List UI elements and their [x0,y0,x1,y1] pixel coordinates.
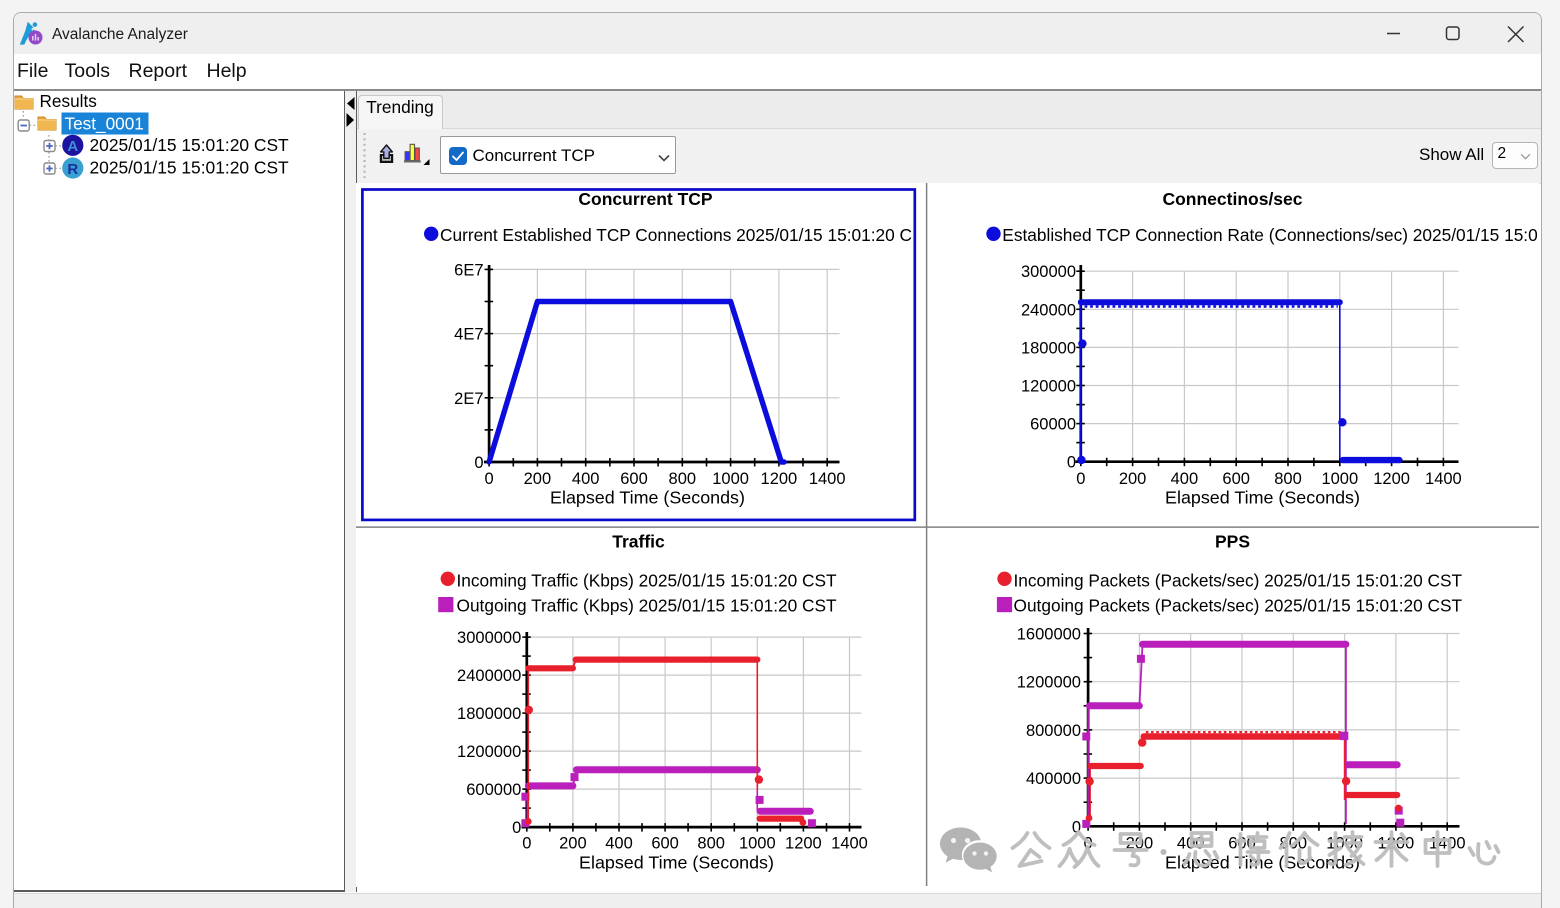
svg-text:600: 600 [1222,470,1250,488]
svg-text:Results: Results [40,91,97,111]
svg-text:Outgoing Packets (Packets/sec): Outgoing Packets (Packets/sec) 2025/01/1… [1013,596,1462,616]
svg-text:1200: 1200 [760,470,797,488]
svg-text:800: 800 [1274,470,1302,488]
svg-text:2025/01/15 15:01:20 CST: 2025/01/15 15:01:20 CST [90,135,290,155]
svg-text:400: 400 [605,835,633,853]
svg-text:6E7: 6E7 [454,261,483,279]
svg-text:Elapsed Time (Seconds): Elapsed Time (Seconds) [550,488,745,508]
svg-text:Test_0001: Test_0001 [65,114,144,134]
svg-text:200: 200 [523,470,551,488]
svg-text:600000: 600000 [466,781,521,799]
svg-text:200: 200 [1118,470,1146,488]
svg-text:1200: 1200 [785,835,822,853]
svg-text:Elapsed Time (Seconds): Elapsed Time (Seconds) [579,853,774,873]
svg-text:1600000: 1600000 [1016,626,1080,644]
svg-text:0: 0 [1076,470,1085,488]
svg-text:120000: 120000 [1020,378,1075,396]
svg-text:1000: 1000 [1321,470,1358,488]
svg-text:2400000: 2400000 [457,667,521,685]
svg-text:1000: 1000 [738,835,775,853]
svg-text:4E7: 4E7 [454,326,483,344]
svg-text:0: 0 [512,819,521,837]
svg-text:1400: 1400 [808,470,845,488]
svg-text:600: 600 [651,835,679,853]
svg-text:240000: 240000 [1020,301,1075,319]
svg-text:0: 0 [1071,818,1080,836]
svg-text:0: 0 [484,470,493,488]
svg-text:400: 400 [571,470,599,488]
svg-text:Traffic: Traffic [612,532,665,552]
svg-text:2E7: 2E7 [454,390,483,408]
svg-text:Connectinos/sec: Connectinos/sec [1162,189,1302,209]
svg-text:Established TCP Connection Rat: Established TCP Connection Rate (Connect… [1002,225,1539,245]
svg-text:Elapsed Time (Seconds): Elapsed Time (Seconds) [1165,488,1360,508]
svg-text:1000: 1000 [712,470,749,488]
svg-text:Incoming Packets (Packets/sec): Incoming Packets (Packets/sec) 2025/01/1… [1013,571,1462,591]
svg-text:400000: 400000 [1025,770,1080,788]
svg-text:0: 0 [1066,454,1075,472]
svg-text:1200000: 1200000 [457,743,521,761]
svg-text:1400: 1400 [1425,470,1462,488]
svg-text:1200000: 1200000 [1016,674,1080,692]
svg-text:1200: 1200 [1373,470,1410,488]
svg-text:1400: 1400 [1428,835,1465,853]
svg-text:800: 800 [697,835,725,853]
svg-text:PPS: PPS [1214,532,1249,552]
svg-text:R: R [67,161,78,178]
svg-text:Current Established TCP Connec: Current Established TCP Connections 2025… [440,225,935,245]
svg-text:600: 600 [620,470,648,488]
svg-text:1800000: 1800000 [457,705,521,723]
svg-text:2025/01/15 15:01:20 CST: 2025/01/15 15:01:20 CST [90,158,290,178]
svg-text:Concurrent TCP: Concurrent TCP [578,189,713,209]
svg-text:300000: 300000 [1020,263,1075,281]
svg-text:180000: 180000 [1020,339,1075,357]
svg-text:A: A [67,138,78,155]
svg-text:0: 0 [474,454,483,472]
svg-text:400: 400 [1170,470,1198,488]
svg-text:200: 200 [559,835,587,853]
svg-text:1400: 1400 [831,835,868,853]
svg-text:60000: 60000 [1030,416,1076,434]
svg-text:0: 0 [522,835,531,853]
svg-text:800: 800 [668,470,696,488]
svg-text:Outgoing Traffic (Kbps) 2025/0: Outgoing Traffic (Kbps) 2025/01/15 15:01… [456,596,837,616]
svg-text:800000: 800000 [1025,722,1080,740]
svg-text:3000000: 3000000 [457,629,521,647]
svg-text:Incoming Traffic (Kbps) 2025/0: Incoming Traffic (Kbps) 2025/01/15 15:01… [456,571,837,591]
